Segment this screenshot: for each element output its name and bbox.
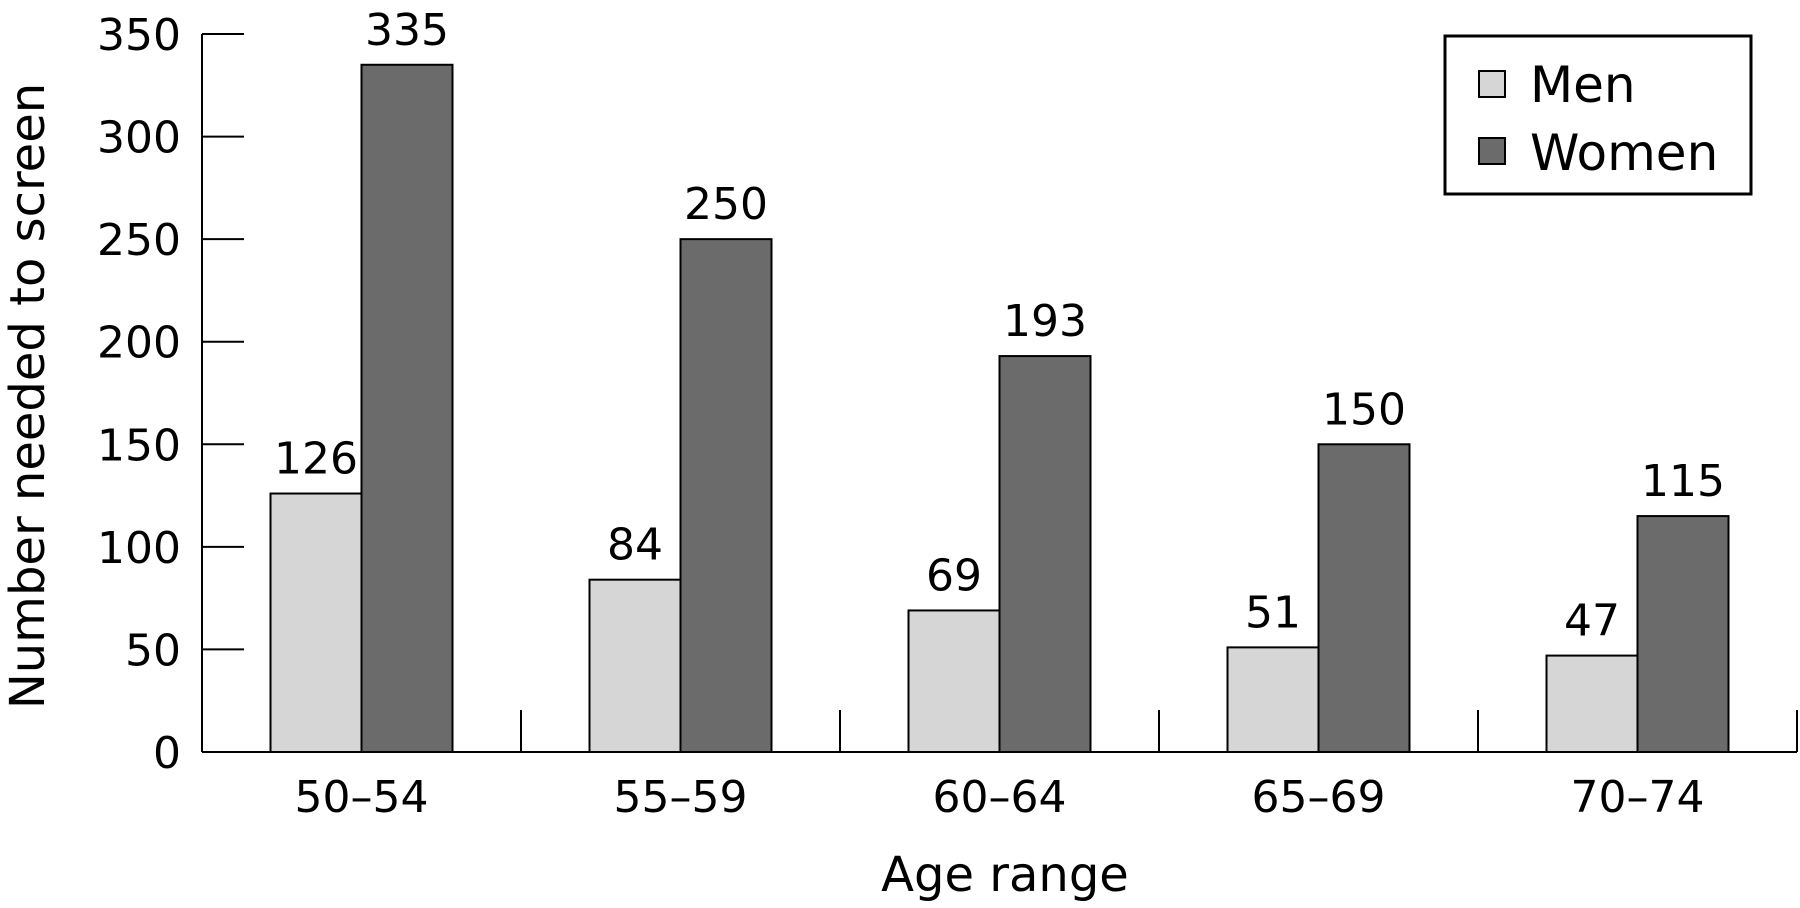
- bar-men-0: [269, 492, 363, 753]
- bar-women-0: [360, 63, 454, 754]
- bar-women-2: [998, 355, 1092, 753]
- x-tick-label: 65–69: [1252, 772, 1386, 823]
- y-axis-title: Number needed to screen: [0, 83, 56, 709]
- legend-label-women: Women: [1530, 124, 1718, 182]
- data-label-women-0: 335: [365, 5, 449, 56]
- legend-swatch-women: [1478, 137, 1506, 165]
- data-label-men-4: 47: [1564, 596, 1620, 647]
- data-labels: 126 84 69 51 47 335 250 193 150 115: [274, 5, 1725, 647]
- data-label-women-3: 150: [1322, 384, 1406, 435]
- data-label-men-0: 126: [274, 434, 358, 485]
- y-tick-label: 150: [97, 420, 181, 471]
- x-tick-label: 55–59: [614, 772, 748, 823]
- data-label-men-3: 51: [1245, 587, 1301, 638]
- data-label-women-1: 250: [684, 179, 768, 230]
- bars: [269, 63, 1730, 754]
- y-tick-label: 300: [97, 113, 181, 164]
- x-axis-title: Age range: [881, 847, 1129, 903]
- y-tick-label: 100: [97, 523, 181, 574]
- y-tick-label: 0: [153, 728, 181, 779]
- bar-men-3: [1226, 646, 1320, 753]
- bar-women-1: [679, 238, 773, 753]
- y-axis: 0 50 100 150 200 250 300 350: [97, 10, 244, 779]
- legend-label-men: Men: [1530, 56, 1636, 114]
- bar-women-3: [1317, 443, 1411, 753]
- y-tick-label: 350: [97, 10, 181, 61]
- legend-swatch-men: [1478, 70, 1506, 98]
- bar-men-4: [1545, 654, 1639, 754]
- bar-women-4: [1636, 515, 1730, 753]
- legend-box: [1443, 34, 1753, 196]
- data-label-women-2: 193: [1003, 296, 1087, 347]
- x-axis: 50–54 55–59 60–64 65–69 70–74: [202, 710, 1798, 823]
- y-tick-label: 250: [97, 215, 181, 266]
- bar-men-2: [907, 609, 1001, 753]
- x-tick-label: 50–54: [295, 772, 429, 823]
- data-label-women-4: 115: [1641, 456, 1725, 507]
- data-label-men-1: 84: [607, 520, 663, 571]
- x-tick-label: 70–74: [1571, 772, 1705, 823]
- bar-men-1: [588, 578, 682, 753]
- legend: Men Women: [1443, 34, 1753, 196]
- y-tick-label: 50: [125, 625, 181, 676]
- x-tick-label: 60–64: [933, 772, 1067, 823]
- data-label-men-2: 69: [926, 550, 982, 601]
- y-tick-label: 200: [97, 318, 181, 369]
